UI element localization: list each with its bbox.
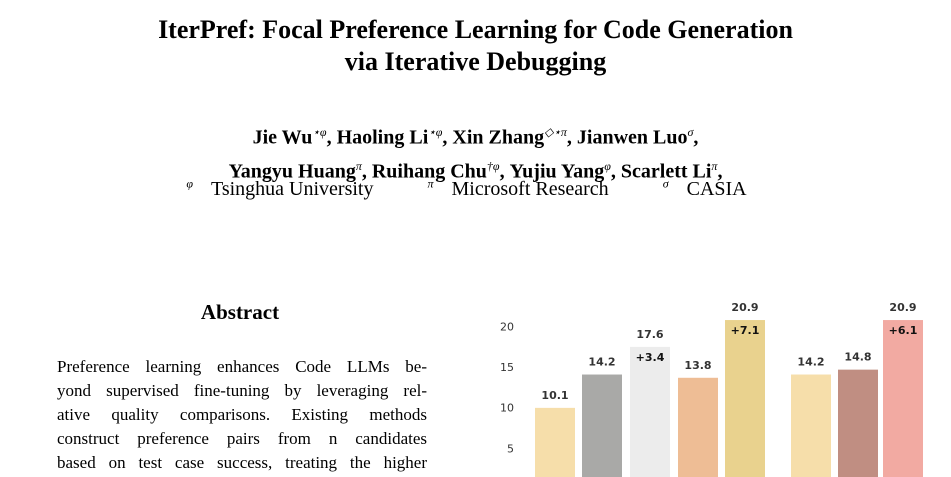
author-sep: , <box>610 160 616 183</box>
author-name: Jie Wu <box>252 126 313 149</box>
abstract-line: based on test case success, treating the… <box>57 453 427 472</box>
abstract-line: Preference learning enhances Code LLMs b… <box>57 357 427 376</box>
bar <box>535 407 575 477</box>
value-label: 17.6 <box>636 328 663 341</box>
value-label: 20.9 <box>731 301 758 314</box>
affiliation-name: Tsinghua University <box>211 177 374 200</box>
bar <box>678 377 718 477</box>
title-line: IterPref: Focal Preference Learning for … <box>158 15 793 44</box>
author-mark: φ <box>604 158 611 173</box>
chart: 5 10 15 20 10.1 14.2 17.6 +3.4 13.8 20.9 +7.1 14.2 1… <box>500 301 923 477</box>
bar <box>838 369 878 477</box>
value-label: 14.8 <box>844 351 871 364</box>
gain-label: +3.4 <box>636 351 665 364</box>
bar <box>725 320 765 477</box>
affiliations: φ Tsinghua University π Microsoft Research σ… <box>0 176 951 201</box>
author-sep: , <box>499 160 505 183</box>
author-sep: , <box>326 126 332 149</box>
paper-title: IterPref: Focal Preference Learning for … <box>0 14 951 78</box>
gain-label: +6.1 <box>889 324 918 337</box>
value-label: 10.1 <box>541 389 568 402</box>
bar <box>791 374 831 477</box>
affiliation-mark: φ <box>186 176 194 190</box>
author-mark: ◇⋆π <box>544 125 567 139</box>
bar <box>883 320 923 477</box>
author-line: Jie Wu⋆φ, Haoling Li⋆φ, Xin Zhang◇⋆π, Ji… <box>0 118 951 152</box>
value-label: 14.2 <box>588 356 615 369</box>
abstract-line: construct preference pairs from n candid… <box>57 429 427 448</box>
author-name: Yangyu Huang <box>228 160 356 183</box>
affiliation-mark: π <box>427 176 434 190</box>
author-mark: †φ <box>486 158 500 173</box>
bar <box>630 346 670 477</box>
author-mark: ⋆φ <box>312 125 327 139</box>
affiliation: π Microsoft Research <box>427 176 627 200</box>
title-line: via Iterative Debugging <box>344 47 607 76</box>
author-name: Haoling Li <box>336 126 429 149</box>
affiliation-name: CASIA <box>686 177 747 200</box>
affiliation-mark: σ <box>662 176 669 190</box>
author-name: Scarlett Li <box>620 160 712 183</box>
affiliation: σ CASIA <box>662 176 765 200</box>
abstract-heading: Abstract <box>200 300 280 324</box>
author-mark: π <box>711 158 718 173</box>
author-sep: , <box>693 126 699 149</box>
value-label: 14.2 <box>797 356 824 369</box>
gain-label: +7.1 <box>731 324 760 337</box>
abstract-line: yond supervised fine-tuning by leveragin… <box>57 381 427 400</box>
value-label: 20.9 <box>889 301 916 314</box>
author-mark: π <box>355 158 362 173</box>
author-sep: , <box>442 126 448 149</box>
y-tick-label: 20 <box>500 320 514 333</box>
author-sep: , <box>717 160 723 183</box>
author-sep: , <box>361 160 367 183</box>
abstract-text: Preference learning enhances Code LLMs b… <box>57 355 427 475</box>
y-tick-label: 5 <box>507 442 514 455</box>
affiliation: φ Tsinghua University <box>186 176 391 200</box>
author-name: Xin Zhang <box>452 126 545 149</box>
author-mark: σ <box>687 125 694 139</box>
author-name: Ruihang Chu <box>371 160 487 183</box>
authors: Jie Wu⋆φ, Haoling Li⋆φ, Xin Zhang◇⋆π, Ji… <box>0 118 951 185</box>
value-label: 13.8 <box>684 359 711 372</box>
author-sep: , <box>566 126 572 149</box>
y-tick-label: 15 <box>500 361 514 374</box>
y-tick-label: 10 <box>500 402 514 415</box>
affiliation-name: Microsoft Research <box>451 177 609 200</box>
author-name: Yujiu Yang <box>509 160 605 183</box>
bar <box>582 374 622 477</box>
author-mark: ⋆φ <box>428 125 443 139</box>
author-line: Yangyu Huangπ, Ruihang Chu†φ, Yujiu Yang… <box>0 152 951 186</box>
author-name: Jianwen Luo <box>576 126 688 149</box>
abstract-line: ative quality comparisons. Existing meth… <box>57 405 427 424</box>
